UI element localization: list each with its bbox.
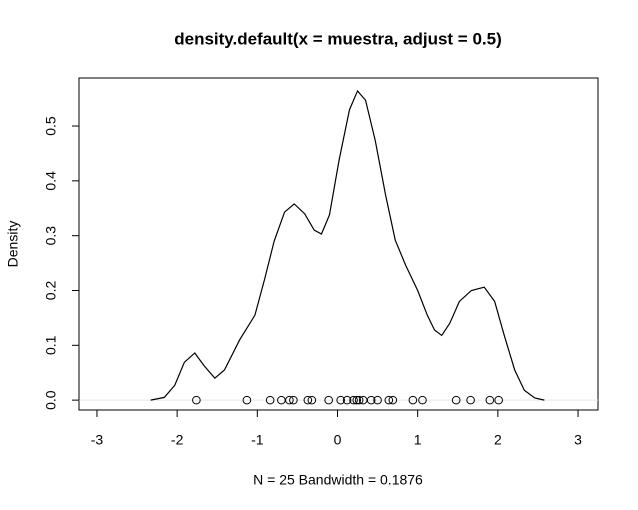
x-axis-label: N = 25 Bandwidth = 0.1876 — [253, 472, 423, 488]
data-point — [265, 395, 275, 405]
data-point — [352, 395, 362, 405]
data-point — [451, 395, 461, 405]
y-tick-label: 0.4 — [43, 171, 59, 191]
x-tick-label: 3 — [574, 432, 582, 448]
data-point — [324, 395, 333, 405]
data-point — [408, 395, 418, 405]
x-tick-label: 2 — [494, 432, 502, 448]
y-axis-label: Density — [5, 221, 21, 268]
data-point — [285, 395, 294, 405]
y-tick-label: 0.0 — [43, 390, 59, 410]
x-tick-label: -1 — [251, 432, 264, 448]
data-point — [307, 395, 317, 405]
y-tick-label: 0.5 — [43, 116, 59, 136]
data-point — [192, 395, 201, 405]
data-point — [418, 395, 427, 405]
y-tick-label: 0.1 — [43, 335, 59, 355]
x-tick-label: -3 — [91, 432, 104, 448]
data-point — [366, 395, 376, 405]
data-point — [349, 395, 358, 405]
data-point — [242, 395, 252, 405]
data-point — [388, 395, 398, 405]
data-point — [354, 395, 364, 405]
density-line — [150, 89, 545, 401]
data-point — [289, 395, 298, 405]
y-tick-label: 0.3 — [43, 226, 59, 246]
data-point — [373, 395, 382, 405]
data-point — [485, 395, 495, 405]
data-point — [303, 395, 313, 405]
x-tick-label: 0 — [334, 432, 342, 448]
data-point — [336, 395, 346, 405]
data-point — [342, 395, 352, 405]
chart-title: density.default(x = muestra, adjust = 0.… — [174, 29, 502, 48]
data-point — [466, 395, 475, 405]
y-tick-label: 0.2 — [43, 281, 59, 301]
x-tick-label: 1 — [414, 432, 422, 448]
data-point — [384, 395, 394, 405]
x-tick-label: -2 — [171, 432, 184, 448]
data-point — [494, 395, 503, 405]
